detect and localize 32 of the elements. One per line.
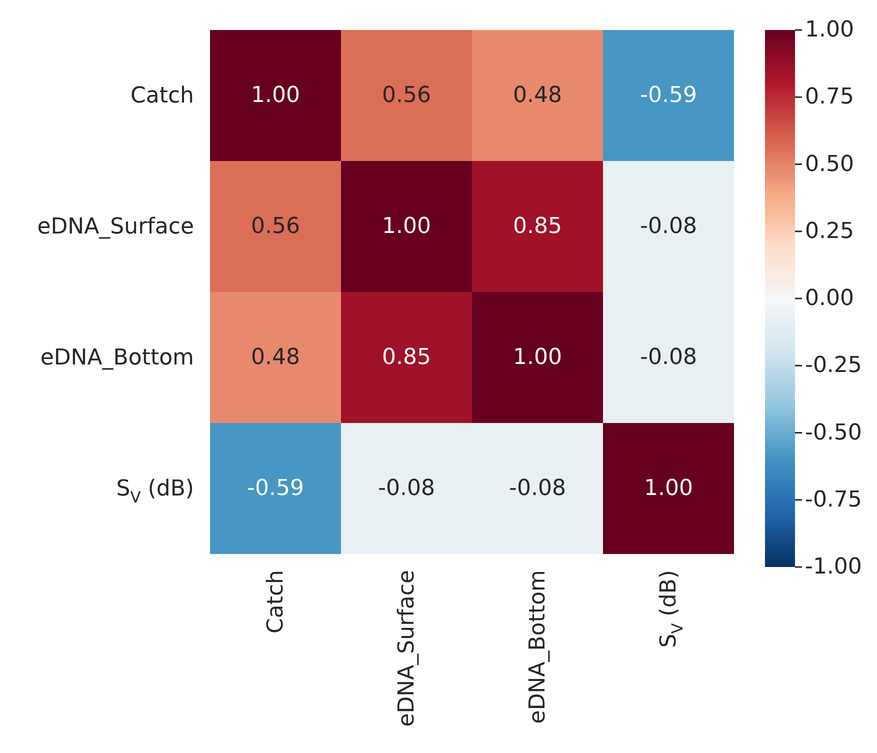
y-tick-label: eDNA_Surface xyxy=(37,214,194,239)
x-tick-label: eDNA_Surface xyxy=(394,570,419,727)
color-bar-label: -0.75 xyxy=(805,487,862,512)
data-label: 0.85 xyxy=(382,345,431,370)
x-tick-label: eDNA_Bottom xyxy=(525,570,550,724)
data-label: 1.00 xyxy=(513,345,562,370)
data-label: 1.00 xyxy=(382,214,431,239)
data-label: -0.59 xyxy=(640,83,697,108)
color-bar-label: 0.75 xyxy=(805,84,854,110)
data-label: 0.48 xyxy=(251,345,300,370)
y-tick-label: S$_{V}$ (dB) xyxy=(116,476,194,506)
color-bar-label: -1.00 xyxy=(805,554,862,580)
data-label: -0.08 xyxy=(640,345,697,370)
data-label: -0.59 xyxy=(247,476,304,501)
color-bar-label: -0.25 xyxy=(805,353,862,378)
data-label: 0.56 xyxy=(251,214,300,239)
color-bar-label: 1.00 xyxy=(805,18,854,42)
color-bar-label: -0.50 xyxy=(805,420,862,446)
data-label: 0.48 xyxy=(513,83,562,108)
data-label: 1.00 xyxy=(251,83,300,108)
color-bar-label: 0.25 xyxy=(805,218,854,244)
data-label: -0.08 xyxy=(378,476,435,501)
data-label: -0.08 xyxy=(509,476,566,501)
x-tick-label: Catch xyxy=(263,570,288,634)
data-label: 0.56 xyxy=(382,83,431,108)
color-bar-label: 0.50 xyxy=(805,152,854,177)
data-label: 0.85 xyxy=(513,214,562,239)
data-label: -0.08 xyxy=(640,214,697,239)
y-tick-label: eDNA_Bottom xyxy=(40,345,194,370)
data-label: 1.00 xyxy=(644,476,693,501)
y-tick-label: Catch xyxy=(130,83,194,108)
color-bar-label: 0.00 xyxy=(805,286,854,311)
